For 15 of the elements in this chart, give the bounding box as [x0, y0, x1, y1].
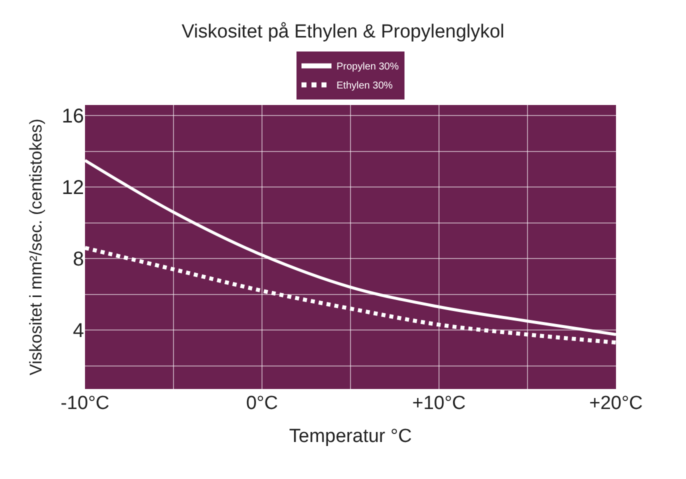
legend-label: Ethylen 30% [336, 80, 393, 92]
legend-label: Propylen 30% [336, 62, 399, 73]
x-tick-label: 0°C [246, 393, 278, 414]
y-tick-label: 12 [62, 177, 84, 200]
y-tick-label: 4 [72, 320, 84, 342]
x-axis-title: Temperatur °C [289, 426, 412, 447]
x-tick-label: -10°C [60, 393, 110, 414]
line-series [85, 158, 616, 336]
y-tick-label: 16 [62, 106, 84, 128]
x-tick-label: +20°C [589, 393, 643, 414]
line-series [85, 246, 616, 345]
y-tick-label: 8 [72, 248, 84, 271]
y-axis-title: Viskositet i mm²/sec. (centistokes) [26, 118, 46, 376]
chart-title: Viskositet på Ethylen & Propylenglykol [182, 21, 504, 42]
x-tick-label: +10°C [412, 393, 466, 414]
